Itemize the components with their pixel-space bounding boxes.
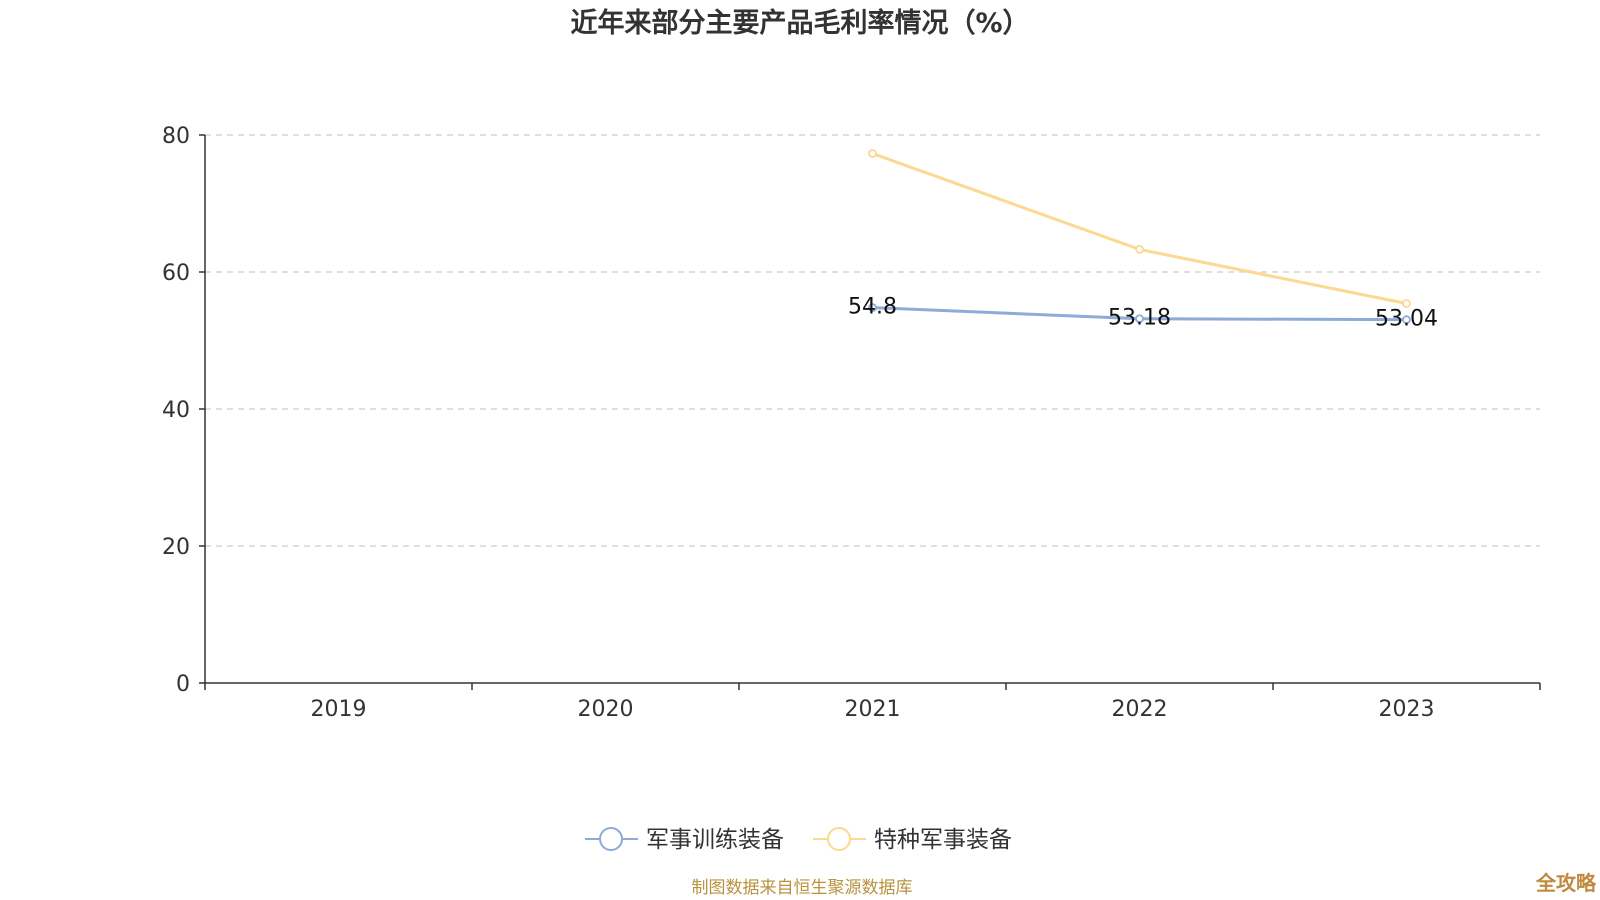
legend-marker-special-military: [827, 827, 851, 851]
series-point-0[interactable]: [1135, 314, 1144, 324]
series: [868, 149, 1411, 325]
legend-label-special-military: 特种军事装备: [874, 827, 1012, 853]
data-label: 54.8: [848, 295, 897, 320]
grid: [205, 134, 1540, 547]
series-point-0[interactable]: [1402, 315, 1411, 325]
series-point-0[interactable]: [868, 303, 877, 313]
y-tick-label: 20: [162, 535, 190, 560]
series-point-1[interactable]: [868, 149, 877, 158]
legend: 军事训练装备 特种军事装备: [585, 827, 1012, 853]
data-label: 53.04: [1375, 307, 1438, 332]
y-tick-label: 60: [162, 261, 190, 286]
legend-label-military-training: 军事训练装备: [646, 827, 784, 853]
legend-item-special-military[interactable]: 特种军事装备: [813, 827, 1012, 853]
x-tick-label: 2022: [1112, 697, 1168, 722]
x-tick-label: 2019: [311, 697, 367, 722]
series-point-1[interactable]: [1135, 244, 1144, 254]
x-tick-label: 2023: [1379, 697, 1435, 722]
y-tick-label: 40: [162, 398, 190, 423]
legend-item-military-training[interactable]: 军事训练装备: [585, 827, 784, 853]
y-tick-label: 80: [162, 124, 190, 149]
chart-title: 近年来部分主要产品毛利率情况（%）: [570, 7, 1029, 39]
data-label: 53.18: [1108, 306, 1171, 331]
x-tick-label: 2021: [845, 697, 901, 722]
axes: 0 20 40 60 80 2019 2020 2021 2022 2023: [162, 124, 1541, 722]
legend-marker-military-training: [599, 827, 623, 851]
y-tick-label: 0: [176, 672, 190, 697]
data-labels: 54.8 53.18 53.04: [848, 295, 1438, 332]
data-source-label: 制图数据来自恒生聚源数据库: [692, 878, 913, 898]
series-point-1[interactable]: [1402, 299, 1411, 308]
watermark-label: 全攻略: [1535, 871, 1597, 895]
series-line-1: [871, 151, 1408, 306]
x-tick-label: 2020: [578, 697, 634, 722]
